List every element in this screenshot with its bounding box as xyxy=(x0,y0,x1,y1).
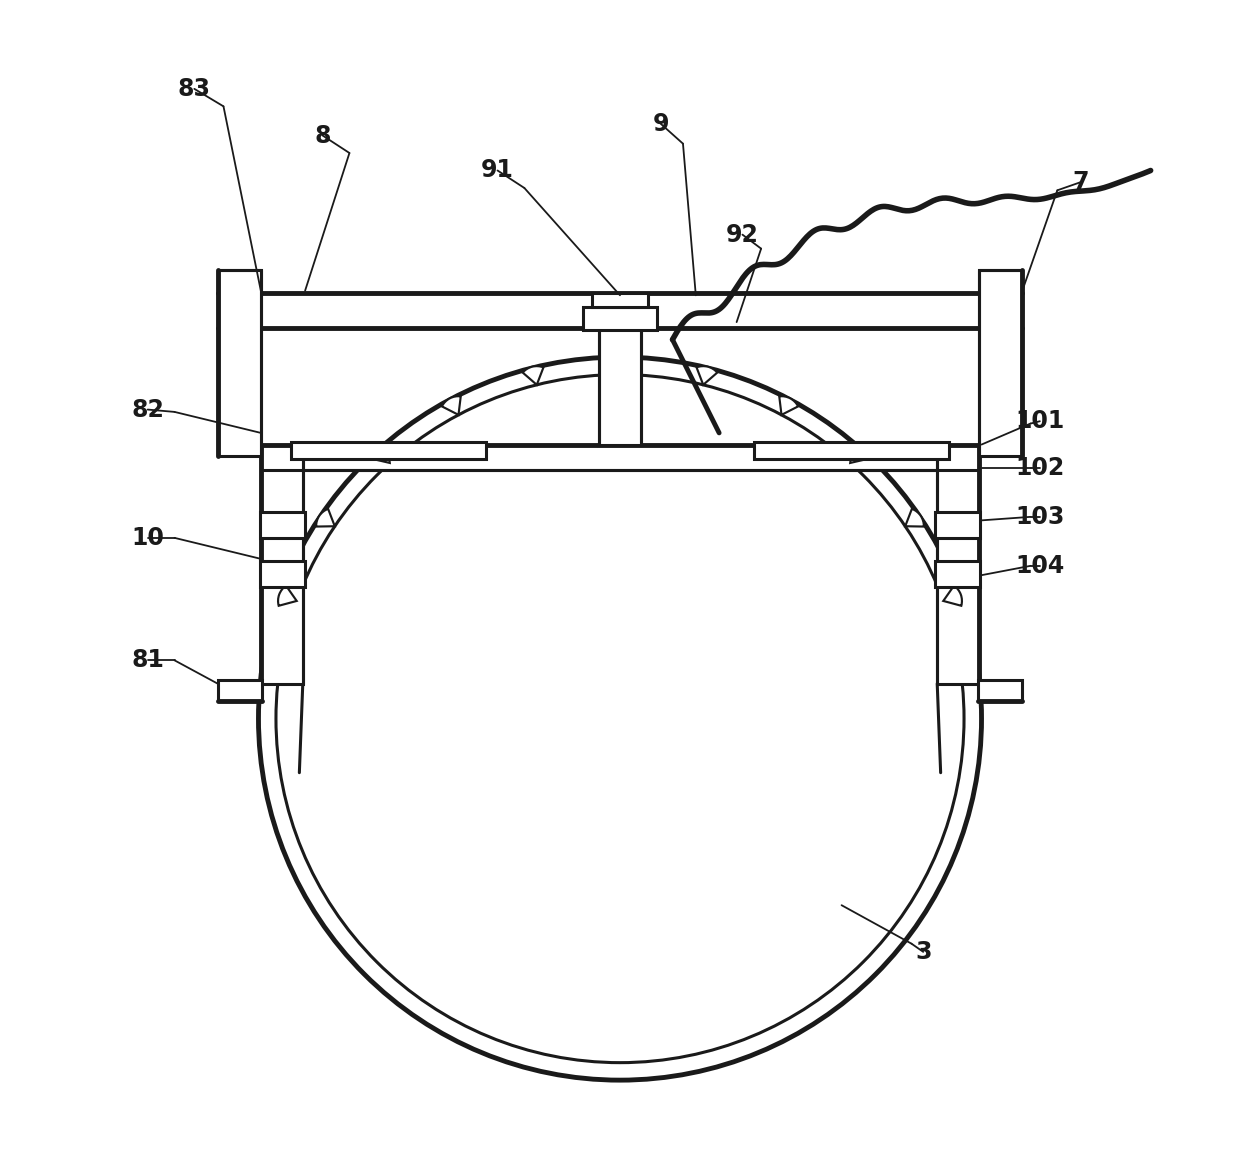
Bar xyxy=(935,561,981,587)
Wedge shape xyxy=(905,509,924,526)
Text: 3: 3 xyxy=(915,940,931,964)
Text: 102: 102 xyxy=(1016,456,1064,480)
Text: 8: 8 xyxy=(315,124,331,147)
Text: 10: 10 xyxy=(131,526,164,549)
Text: 91: 91 xyxy=(481,159,515,182)
Bar xyxy=(259,512,305,538)
Wedge shape xyxy=(779,396,799,415)
Bar xyxy=(260,444,303,684)
Bar xyxy=(980,270,1022,456)
Wedge shape xyxy=(944,586,962,606)
Bar xyxy=(259,561,305,587)
Text: 82: 82 xyxy=(131,397,164,422)
Text: 101: 101 xyxy=(1016,409,1064,434)
Bar xyxy=(218,293,1022,328)
Wedge shape xyxy=(316,509,335,526)
Text: 92: 92 xyxy=(725,222,759,247)
Wedge shape xyxy=(697,366,717,385)
Text: 81: 81 xyxy=(131,649,164,672)
Bar xyxy=(218,680,262,701)
Text: 83: 83 xyxy=(177,77,211,101)
Bar xyxy=(583,307,657,331)
Bar xyxy=(935,512,981,538)
Wedge shape xyxy=(278,586,296,606)
Wedge shape xyxy=(609,355,631,374)
Wedge shape xyxy=(372,444,389,463)
Wedge shape xyxy=(523,366,543,385)
Bar xyxy=(754,442,949,458)
Bar xyxy=(937,444,980,684)
Text: 9: 9 xyxy=(652,112,670,136)
Bar xyxy=(599,328,641,444)
Wedge shape xyxy=(851,444,868,463)
Bar xyxy=(260,444,980,470)
Bar xyxy=(291,442,486,458)
Bar xyxy=(978,680,1022,701)
Text: 7: 7 xyxy=(1073,171,1089,194)
Text: 104: 104 xyxy=(1016,554,1064,577)
Circle shape xyxy=(280,379,960,1058)
Bar xyxy=(591,293,649,307)
Text: 103: 103 xyxy=(1016,505,1064,528)
Bar xyxy=(218,270,260,456)
Wedge shape xyxy=(441,396,461,415)
